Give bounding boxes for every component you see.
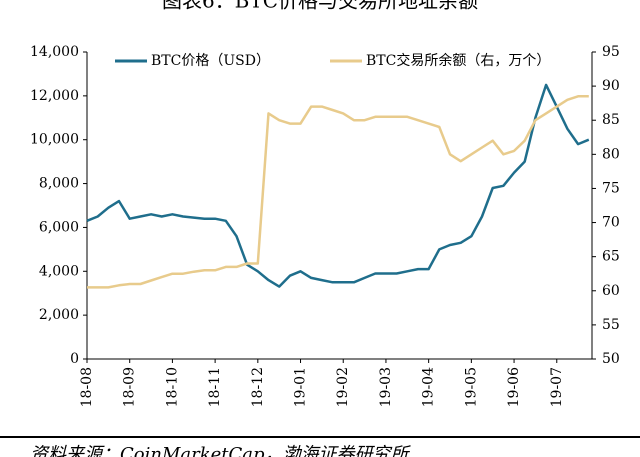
x-tick-label: 19-01: [293, 367, 309, 407]
y-tick-label: 12,000: [30, 88, 79, 104]
x-tick-label: 19-03: [378, 367, 394, 407]
y-tick-label: 14,000: [30, 44, 79, 60]
y2-tick-label: 50: [602, 351, 620, 367]
y2-tick-label: 60: [602, 283, 620, 299]
x-tick-label: 18-09: [122, 367, 138, 407]
series-line: [86, 83, 590, 288]
y2-tick-label: 90: [602, 78, 620, 94]
legend-label: BTC价格（USD）: [151, 53, 270, 69]
x-tick-label: 18-12: [250, 367, 266, 407]
y-tick-label: 10,000: [30, 132, 79, 148]
x-tick-label: 19-06: [506, 367, 522, 407]
y-tick-label: 0: [70, 351, 79, 367]
chart-title: 图表6：BTC价格与交易所地址余额: [162, 0, 478, 13]
x-tick-label: 18-10: [164, 367, 180, 407]
y2-tick-label: 95: [602, 44, 620, 60]
y2-tick-label: 80: [602, 146, 620, 162]
y2-tick-label: 75: [602, 180, 620, 196]
x-tick-label: 19-02: [335, 367, 351, 407]
y2-tick-label: 65: [602, 249, 620, 265]
source: 资料来源：CoinMarketCap，渤海证券研究所: [30, 444, 412, 457]
y2-tick-label: 70: [602, 215, 620, 231]
x-tick-label: 19-04: [421, 367, 437, 407]
y-tick-label: 6,000: [39, 219, 79, 235]
series-line: [87, 95, 589, 289]
x-tick-label: 19-05: [463, 367, 479, 407]
y2-tick-label: 85: [602, 112, 620, 128]
y-tick-label: 2,000: [39, 307, 79, 323]
x-tick-label: 18-11: [207, 367, 223, 407]
y-tick-label: 4,000: [39, 263, 79, 279]
y-tick-label: 8,000: [39, 176, 79, 192]
x-tick-label: 18-08: [79, 367, 95, 407]
y2-tick-label: 55: [602, 317, 620, 333]
x-tick-label: 19-07: [549, 367, 565, 407]
legend-label: BTC交易所余额（右，万个）: [366, 52, 550, 69]
